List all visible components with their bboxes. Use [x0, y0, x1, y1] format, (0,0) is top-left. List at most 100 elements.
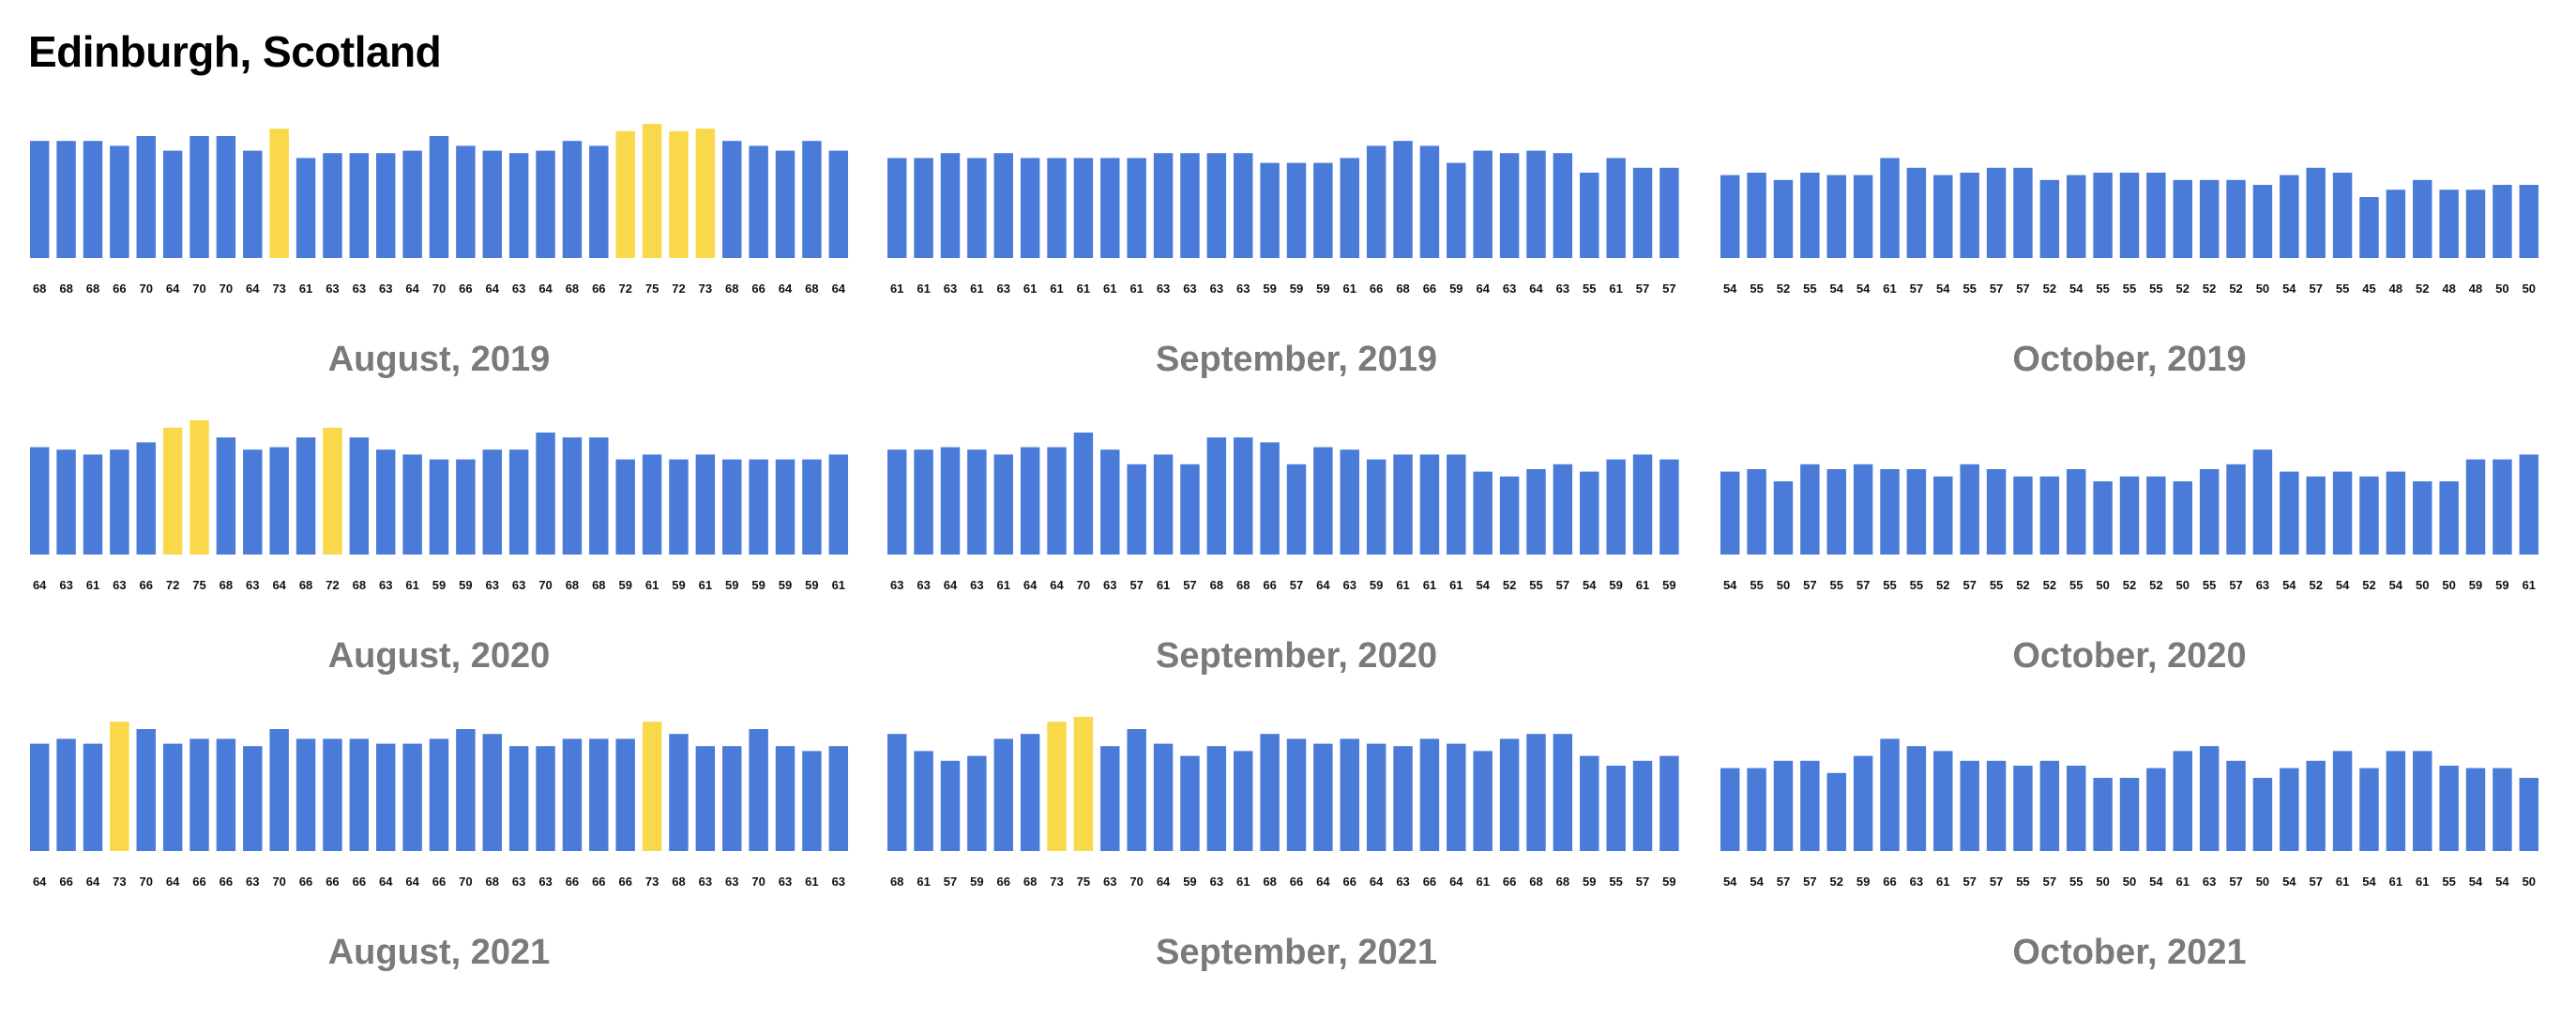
bar-value-label: 73 — [1050, 875, 1063, 889]
bar-value-label: 70 — [432, 281, 446, 296]
bar-value-label: 52 — [2123, 578, 2136, 592]
bar — [1632, 760, 1653, 851]
bar-chart-3: 64 63 61 63 66 72 75 68 63 64 68 72 68 63 61 59 59 63 63 70… — [29, 420, 849, 592]
bar-value-label: 63 — [997, 281, 1010, 296]
bar — [2413, 481, 2432, 555]
bar — [482, 449, 502, 555]
bar-value-label: 61 — [1449, 578, 1462, 592]
bar-value-label: 68 — [1396, 281, 1409, 296]
bar — [349, 437, 370, 555]
bar-value-label: 61 — [997, 578, 1010, 592]
bar-value-label: 61 — [86, 578, 99, 592]
bar — [1826, 175, 1846, 258]
bar-value-label: 68 — [566, 578, 579, 592]
bar-value-label: 55 — [1529, 578, 1542, 592]
bar — [243, 449, 263, 555]
bar — [1047, 447, 1067, 555]
page-title: Edinburgh, Scotland — [28, 27, 442, 76]
bar — [349, 738, 370, 851]
bar-value-label: 57 — [1910, 281, 1923, 296]
bar — [1499, 476, 1520, 555]
bar — [1180, 153, 1200, 258]
bar — [29, 743, 50, 851]
bar — [1447, 454, 1466, 555]
bar-value-label: 63 — [1343, 578, 1356, 592]
bar — [1853, 464, 1873, 555]
bar-value-label: 57 — [1636, 281, 1649, 296]
bar — [562, 141, 583, 258]
bar — [536, 746, 555, 851]
bar-value-label: 64 — [1157, 875, 1171, 889]
bar — [2386, 751, 2406, 851]
bar-highlighted — [110, 722, 129, 851]
bar — [1906, 746, 1927, 851]
chart-title: October, 2020 — [2012, 636, 2247, 676]
bar-value-label: 61 — [1236, 875, 1250, 889]
bar — [669, 459, 689, 555]
bar — [1632, 454, 1653, 555]
bar — [1127, 729, 1146, 851]
bar — [2199, 746, 2220, 851]
bar-value-label: 73 — [645, 875, 659, 889]
bar — [2146, 476, 2166, 555]
bar-value-label: 66 — [113, 281, 126, 296]
bar-value-label: 72 — [618, 281, 631, 296]
bar — [1473, 150, 1493, 258]
bar-value-label: 54 — [2282, 281, 2296, 296]
bar — [1720, 471, 1740, 555]
bar-value-label: 61 — [1343, 281, 1356, 296]
bar — [189, 136, 209, 258]
bar-value-label: 57 — [2016, 281, 2029, 296]
bar-value-label: 64 — [166, 281, 180, 296]
bar — [1419, 738, 1440, 851]
bar-value-label: 54 — [2336, 578, 2350, 592]
bar-value-label: 64 — [1316, 875, 1330, 889]
bar — [749, 145, 768, 258]
bar-value-label: 66 — [1503, 875, 1516, 889]
bar-highlighted — [269, 129, 289, 258]
bar-value-label: 66 — [140, 578, 153, 592]
bar — [1800, 173, 1820, 258]
bar-value-label: 70 — [1129, 875, 1143, 889]
bar — [2093, 481, 2113, 555]
bar-value-label: 57 — [1777, 875, 1790, 889]
bar-value-label: 50 — [2416, 578, 2429, 592]
bar-value-label: 55 — [1962, 281, 1976, 296]
bar — [402, 454, 422, 555]
bar-value-label: 66 — [997, 875, 1010, 889]
bar-value-label: 54 — [2069, 281, 2084, 296]
bar-value-label: 64 — [379, 875, 393, 889]
bar-value-label: 64 — [1529, 281, 1543, 296]
bar-value-label: 63 — [944, 281, 957, 296]
bar-value-label: 55 — [1910, 578, 1923, 592]
bar — [1393, 454, 1413, 555]
bar — [1020, 158, 1040, 258]
bar-value-label: 63 — [326, 281, 339, 296]
bar — [2306, 476, 2326, 555]
bar — [2439, 766, 2459, 851]
bar-value-label: 72 — [326, 578, 339, 592]
bar-value-label: 61 — [1609, 281, 1622, 296]
bar-value-label: 61 — [2389, 875, 2402, 889]
bar — [1473, 471, 1493, 555]
bar — [828, 150, 849, 258]
bar — [536, 150, 555, 258]
bar-value-label: 61 — [1396, 578, 1409, 592]
bar-value-label: 68 — [86, 281, 99, 296]
bar — [993, 153, 1013, 258]
bar-value-label: 59 — [618, 578, 631, 592]
bar-chart-1: 61 61 63 61 63 61 61 61 61 61 63 63 63 63 59 59 59 61 66 68… — [886, 141, 1679, 296]
bar — [376, 449, 396, 555]
bar-value-label: 52 — [2309, 578, 2322, 592]
bar — [2332, 471, 2353, 555]
bar-value-label: 48 — [2442, 281, 2455, 296]
bar — [1180, 464, 1200, 555]
bar-value-label: 66 — [1290, 875, 1303, 889]
bar-highlighted — [1047, 722, 1067, 851]
bar-value-label: 50 — [1777, 578, 1790, 592]
bar-value-label: 64 — [832, 281, 846, 296]
bar-value-label: 68 — [725, 281, 738, 296]
bar-value-label: 66 — [192, 875, 205, 889]
bar-value-label: 59 — [1856, 875, 1870, 889]
bar — [967, 158, 987, 258]
